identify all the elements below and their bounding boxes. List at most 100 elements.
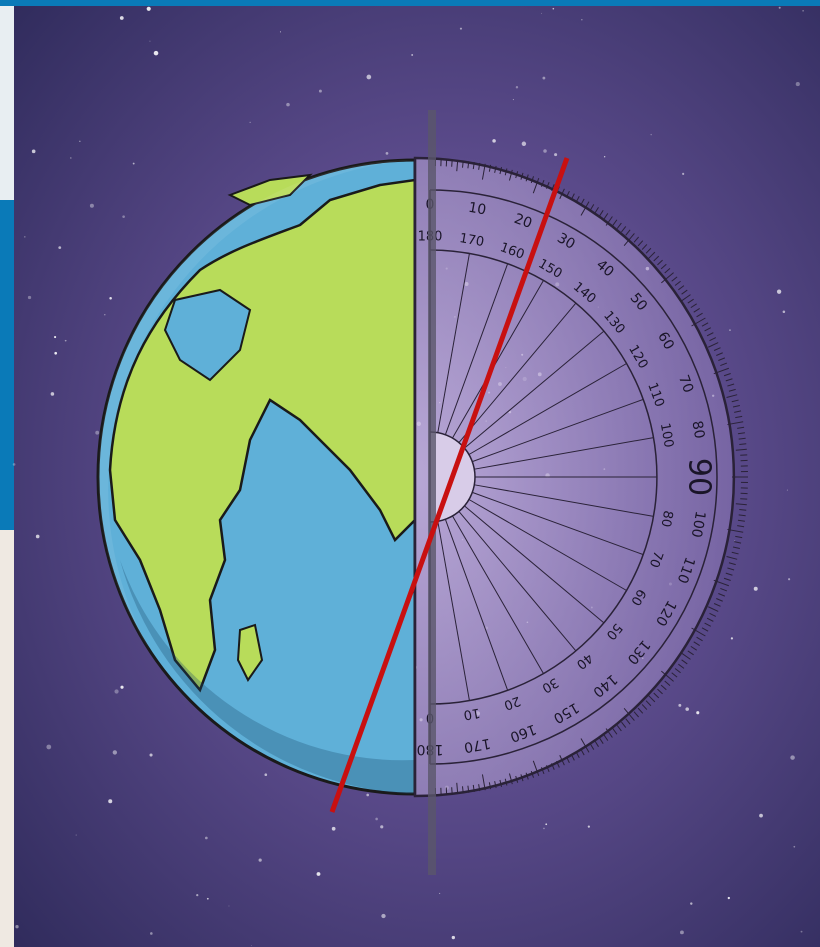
tick (637, 240, 644, 247)
tick (504, 778, 508, 786)
outer-scale-label: 10 (467, 200, 487, 219)
tick (731, 399, 739, 403)
star (89, 203, 94, 208)
star (108, 799, 113, 804)
inner-scale-label: 100 (657, 422, 676, 449)
inner-scale-label: 170 (458, 231, 485, 250)
star (119, 16, 124, 20)
star (150, 932, 153, 935)
tick (616, 725, 622, 732)
tick (701, 322, 709, 327)
star (690, 902, 693, 905)
tick (494, 781, 497, 789)
star (331, 826, 336, 831)
tick (645, 700, 652, 707)
tick (551, 763, 555, 770)
tick (546, 765, 550, 773)
tick (716, 598, 723, 602)
tick (612, 219, 618, 226)
star (759, 813, 763, 818)
tick (678, 285, 685, 291)
tick (633, 236, 640, 243)
tick (625, 229, 631, 236)
tick (674, 668, 681, 674)
red-line (329, 157, 570, 813)
tick (734, 410, 742, 413)
inner-scale-label: 70 (646, 549, 666, 570)
tick (481, 163, 486, 180)
star (729, 329, 731, 332)
tick (565, 190, 570, 198)
tick (657, 259, 663, 266)
tick (696, 636, 703, 642)
tick (462, 160, 464, 168)
tick (713, 367, 729, 375)
radial-line (458, 511, 577, 652)
star (112, 750, 118, 755)
star (120, 685, 124, 689)
left-frame (0, 200, 14, 530)
star (104, 314, 106, 316)
tick (739, 509, 747, 511)
inner-scale-label: 60 (627, 586, 648, 608)
tick (681, 652, 691, 660)
star (778, 6, 781, 9)
tick (637, 707, 644, 714)
tick (737, 432, 745, 435)
radial-line (472, 398, 644, 463)
left-panel (0, 530, 14, 947)
star (800, 930, 803, 933)
inner-scale-label: 80 (658, 509, 676, 528)
star (541, 12, 542, 14)
top-frame (0, 0, 820, 6)
tick (737, 519, 745, 522)
star (381, 913, 386, 919)
star (286, 102, 290, 107)
tick (681, 659, 688, 665)
star (366, 74, 372, 80)
star (264, 773, 268, 777)
star (727, 896, 730, 900)
tick (467, 785, 470, 793)
tick (732, 404, 740, 408)
tick (720, 587, 728, 592)
tick (621, 721, 627, 728)
star (543, 149, 547, 153)
tick (520, 172, 524, 180)
tick (525, 772, 529, 780)
outer-scale-label: 70 (675, 373, 696, 395)
tick (589, 743, 595, 750)
star (206, 897, 209, 900)
radial-line (474, 484, 654, 517)
star (521, 141, 527, 146)
tick (598, 737, 604, 744)
tick (716, 352, 723, 356)
tick (725, 378, 733, 382)
tick (546, 181, 550, 189)
outer-scale-label: 90 (682, 458, 717, 496)
tick (605, 728, 613, 738)
tick (732, 546, 740, 550)
tick (678, 663, 685, 669)
tick (704, 327, 712, 332)
tick (580, 198, 585, 206)
tick (713, 579, 729, 587)
radial-line (468, 499, 627, 591)
star (552, 7, 555, 10)
star (411, 54, 414, 56)
star (122, 215, 125, 218)
tick (690, 303, 697, 309)
star (451, 935, 456, 940)
star (554, 153, 558, 157)
tick (727, 528, 744, 533)
star (114, 689, 119, 694)
tick (706, 332, 714, 337)
tick (709, 337, 717, 342)
tick (708, 606, 719, 612)
tick (660, 263, 667, 270)
star (581, 19, 583, 21)
star (15, 925, 19, 929)
tick (565, 756, 570, 764)
tick (735, 448, 747, 451)
tick (735, 535, 743, 539)
